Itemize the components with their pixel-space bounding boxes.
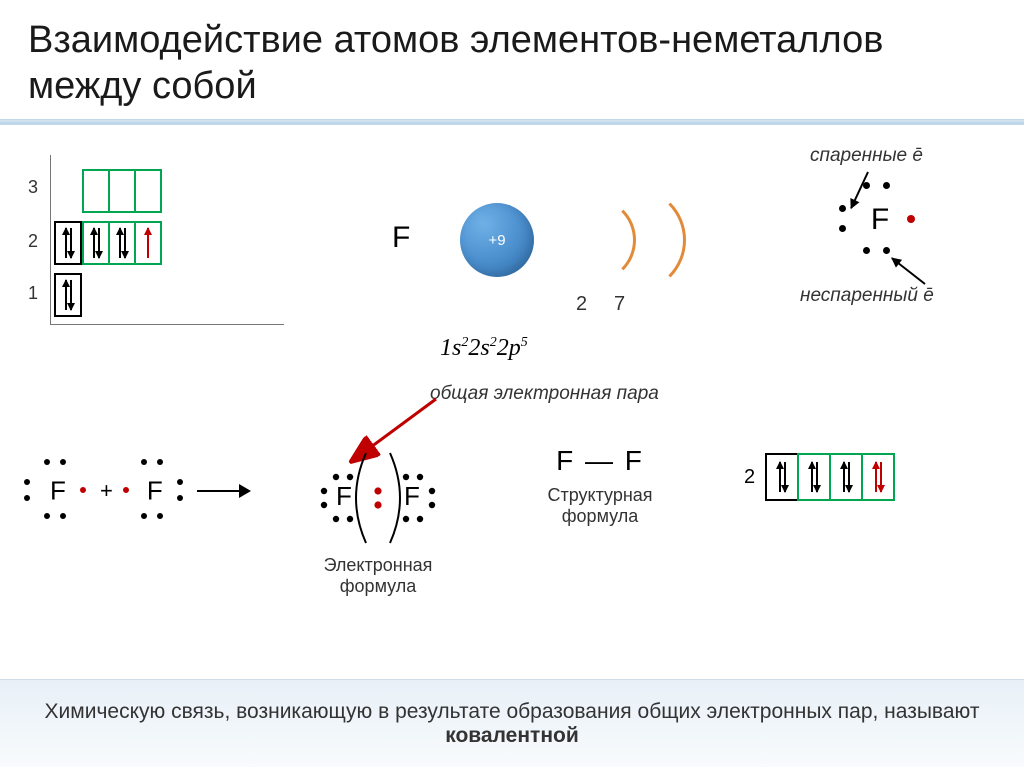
structural-formula: F — F — [520, 445, 680, 477]
orbital-energy-diagram: 3 2 1 — [24, 155, 284, 325]
paired-electrons-label: спаренные ē — [810, 145, 923, 167]
lewis-f-left: F — [30, 463, 86, 519]
row-num-3: 3 — [28, 177, 38, 198]
lewis-atom: F — [845, 185, 915, 255]
orbital-row-bottom: 2 — [744, 453, 895, 501]
nucleus: +9 — [460, 203, 534, 277]
reaction-arrow — [197, 481, 251, 501]
electronic-formula-caption: Электронная формула — [288, 555, 468, 597]
lewis-f-right: F — [127, 463, 183, 519]
slide-title: Взаимодействие атомов элементов-неметалл… — [0, 0, 1024, 119]
content-area: 3 2 1 F +9 27 1s22s22p5 спаренные ē F не… — [0, 125, 1024, 661]
definition-footer: Химическую связь, возникающую в результа… — [0, 679, 1024, 767]
structural-formula-caption: Структурная формула — [520, 485, 680, 527]
axis-y — [50, 155, 51, 325]
covalent-reaction: F + F F F Электронная формула — [30, 435, 470, 635]
axis-x — [50, 324, 284, 325]
lewis-structure-f: спаренные ē F неспаренный ē — [780, 185, 980, 255]
row-num-2: 2 — [28, 231, 38, 252]
plus-sign: + — [100, 478, 113, 504]
arrow-to-unpaired — [891, 258, 925, 285]
atom-model: F +9 27 — [380, 185, 700, 325]
row-num-1: 1 — [28, 283, 38, 304]
svg-text:F: F — [404, 481, 420, 511]
element-symbol: F — [392, 221, 410, 255]
structural-formula-block: F — F Структурная формула — [520, 445, 680, 527]
electron-configuration: 1s22s22p5 — [440, 335, 528, 362]
unpaired-electron-label: неспаренный ē — [800, 285, 934, 307]
f2-electronic-formula: F F — [288, 443, 468, 553]
svg-text:F: F — [336, 481, 352, 511]
